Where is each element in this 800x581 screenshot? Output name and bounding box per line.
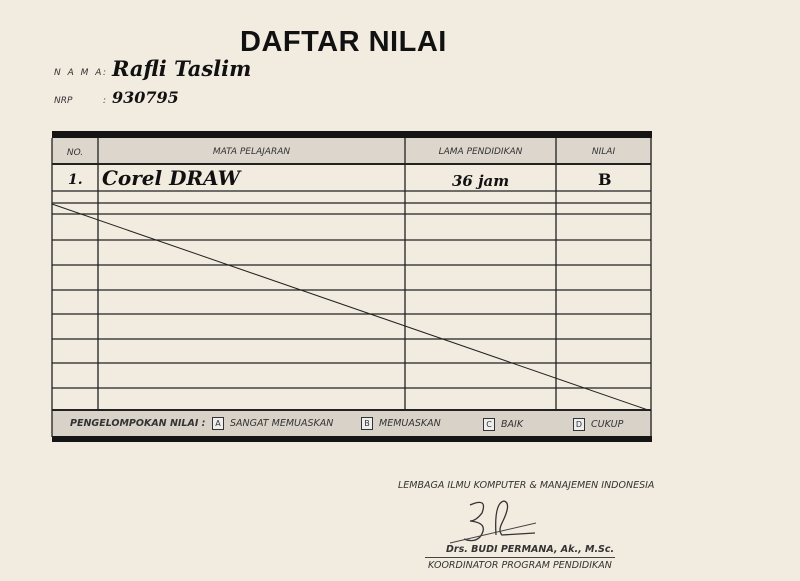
name-separator: : [103,68,109,78]
legend-fill [52,410,652,437]
legend-text: CUKUP [591,419,624,430]
institution-name: LEMBAGA ILMU KOMPUTER & MANAJEMEN INDONE… [398,480,655,491]
signatory-name: Drs. BUDI PERMANA, Ak., M.Sc. [446,544,615,555]
header-no: NO. [66,148,84,158]
cancel-diagonal [51,203,649,411]
grade-code-box: C [483,418,495,431]
header-subject: MATA PELAJARAN [212,147,291,157]
grade-code-box: B [361,417,373,430]
signature-line [425,557,615,558]
legend-item-d: D CUKUP [573,418,623,431]
name-value: Rafli Taslim [112,56,252,81]
legend-text: SANGAT MEMUASKAN [230,418,334,429]
grade-code-box: A [212,417,224,430]
nrp-value: 930795 [112,88,179,107]
nrp-separator: : [103,96,109,106]
signatory-position: KOORDINATOR PROGRAM PENDIDIKAN [428,560,612,571]
page-title: DAFTAR NILAI [240,26,447,58]
header-fill [52,138,652,164]
row-duration: 36 jam [452,172,510,190]
legend-text: BAIK [501,419,524,430]
legend-item-c: C BAIK [483,418,523,431]
legend-item-a: A SANGAT MEMUASKAN [212,417,333,430]
signature [449,500,537,544]
row-no: 1. [68,172,83,188]
row-subject: Corel DRAW [102,166,241,190]
legend-label: PENGELOMPOKAN NILAI : [70,418,206,429]
legend-item-b: B MEMUASKAN [361,417,441,430]
nrp-label: NRP [54,96,73,106]
grade-code-box: D [573,418,585,431]
header-duration: LAMA PENDIDIKAN [438,147,523,157]
name-label: N A M A [54,68,104,78]
legend-text: MEMUASKAN [379,418,441,429]
header-grade: NILAI [591,147,616,157]
top-bar [52,131,652,138]
bottom-bar [52,436,652,442]
row-grade: B [598,170,612,189]
